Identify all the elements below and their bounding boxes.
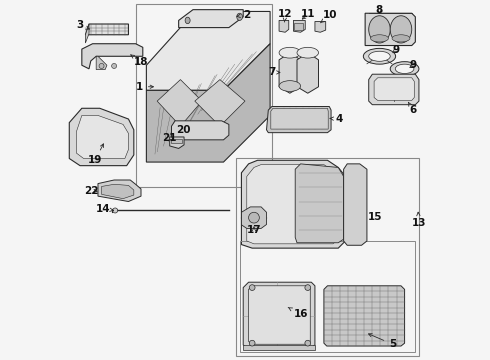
Ellipse shape (390, 62, 419, 76)
Polygon shape (365, 13, 416, 45)
Text: 9: 9 (392, 45, 399, 55)
Text: 16: 16 (288, 307, 308, 319)
Ellipse shape (395, 64, 414, 73)
Text: 2: 2 (237, 10, 250, 20)
Polygon shape (374, 78, 414, 100)
Ellipse shape (297, 47, 318, 58)
Bar (240, 241, 416, 352)
Polygon shape (172, 121, 229, 140)
Polygon shape (147, 44, 270, 162)
Bar (136, 4, 272, 187)
Polygon shape (170, 137, 184, 148)
Polygon shape (85, 24, 89, 43)
Text: 10: 10 (320, 10, 338, 23)
Polygon shape (157, 80, 202, 126)
Polygon shape (248, 286, 310, 344)
Polygon shape (295, 164, 343, 243)
Text: 1: 1 (136, 82, 153, 92)
Ellipse shape (113, 208, 118, 213)
Ellipse shape (390, 16, 412, 43)
Polygon shape (243, 282, 315, 348)
Ellipse shape (392, 35, 410, 42)
Polygon shape (267, 107, 331, 133)
Text: 9: 9 (409, 60, 416, 70)
Ellipse shape (368, 16, 390, 43)
Polygon shape (96, 56, 107, 69)
Ellipse shape (305, 340, 311, 346)
Ellipse shape (279, 81, 300, 91)
Text: 11: 11 (300, 9, 315, 19)
Ellipse shape (99, 63, 104, 68)
Bar (236, 158, 419, 356)
Polygon shape (101, 184, 134, 199)
Ellipse shape (305, 285, 311, 291)
Ellipse shape (279, 47, 300, 58)
Polygon shape (297, 53, 318, 93)
Polygon shape (147, 12, 270, 90)
Ellipse shape (248, 212, 259, 223)
Text: 8: 8 (376, 5, 383, 15)
Polygon shape (82, 44, 143, 69)
Ellipse shape (370, 35, 389, 42)
Polygon shape (242, 160, 345, 248)
Text: 12: 12 (278, 9, 293, 22)
Ellipse shape (368, 51, 390, 61)
Polygon shape (98, 180, 141, 202)
Text: 3: 3 (76, 20, 89, 30)
Polygon shape (195, 80, 245, 126)
Polygon shape (247, 165, 339, 244)
Polygon shape (279, 21, 289, 32)
Ellipse shape (185, 17, 190, 24)
Text: 7: 7 (269, 67, 280, 77)
Polygon shape (368, 74, 419, 105)
Text: 4: 4 (330, 114, 343, 124)
Polygon shape (243, 345, 315, 350)
Text: 17: 17 (246, 225, 261, 235)
Polygon shape (324, 286, 405, 346)
Text: 14: 14 (96, 204, 114, 214)
Polygon shape (343, 164, 367, 245)
Polygon shape (85, 24, 128, 35)
Text: 20: 20 (176, 125, 191, 135)
Bar (172, 139, 181, 143)
Ellipse shape (364, 48, 395, 64)
Text: 18: 18 (131, 55, 148, 67)
Polygon shape (76, 116, 128, 158)
Bar (294, 23, 303, 30)
Text: 21: 21 (163, 133, 177, 143)
Text: 13: 13 (412, 212, 426, 228)
Text: 22: 22 (84, 186, 99, 196)
Polygon shape (271, 108, 328, 129)
Polygon shape (179, 10, 243, 28)
Polygon shape (294, 21, 305, 32)
Text: 6: 6 (408, 102, 416, 115)
Polygon shape (242, 207, 267, 228)
Ellipse shape (249, 340, 255, 346)
Text: 15: 15 (368, 212, 382, 221)
Text: 19: 19 (88, 144, 103, 165)
Text: 5: 5 (368, 334, 396, 349)
Ellipse shape (112, 63, 117, 68)
Ellipse shape (237, 13, 243, 21)
Polygon shape (69, 108, 134, 166)
Polygon shape (279, 53, 300, 93)
Polygon shape (315, 22, 326, 32)
Ellipse shape (249, 285, 255, 291)
